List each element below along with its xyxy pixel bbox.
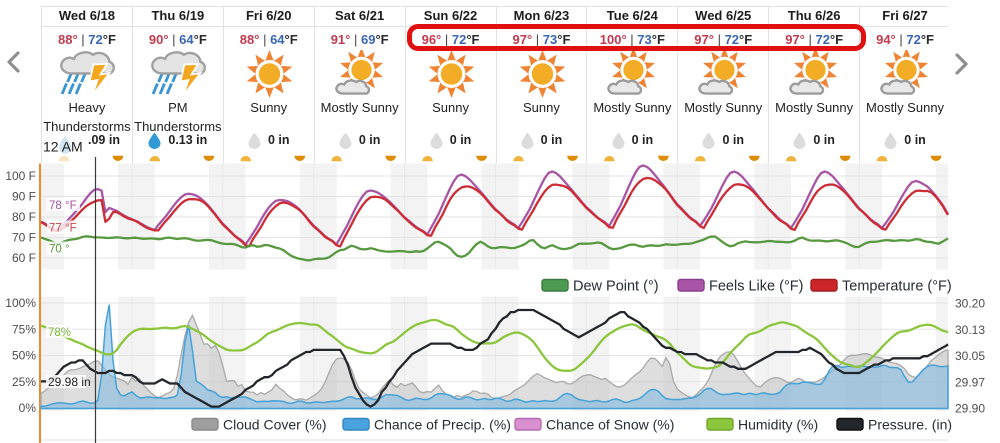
svg-text:77 °F: 77 °F xyxy=(49,223,77,235)
svg-text:Feels Like (°F): Feels Like (°F) xyxy=(709,279,803,295)
svg-text:80 F: 80 F xyxy=(12,210,36,224)
svg-text:Cloud Cover (%): Cloud Cover (%) xyxy=(223,417,326,433)
svg-text:30.05: 30.05 xyxy=(955,349,985,363)
svg-text:Temperature (°F): Temperature (°F) xyxy=(842,279,952,295)
svg-text:25%: 25% xyxy=(12,375,36,389)
svg-text:Chance of Precip. (%): Chance of Precip. (%) xyxy=(374,417,511,433)
svg-text:30.13: 30.13 xyxy=(955,323,985,337)
svg-text:60 F: 60 F xyxy=(12,251,36,265)
svg-text:29.97: 29.97 xyxy=(955,375,985,389)
svg-text:30.20: 30.20 xyxy=(955,297,985,311)
svg-text:12 AM: 12 AM xyxy=(43,139,83,155)
svg-text:29.98 in: 29.98 in xyxy=(48,375,91,389)
svg-text:Dew Point (°): Dew Point (°) xyxy=(573,279,659,295)
svg-text:70 F: 70 F xyxy=(12,231,36,245)
svg-text:70 °: 70 ° xyxy=(49,244,70,256)
svg-text:Chance of Snow (%): Chance of Snow (%) xyxy=(546,417,674,433)
svg-text:50%: 50% xyxy=(12,349,36,363)
svg-text:78 °F: 78 °F xyxy=(49,200,77,212)
svg-text:100%: 100% xyxy=(5,296,36,310)
svg-text:100 F: 100 F xyxy=(5,169,36,183)
svg-text:0%: 0% xyxy=(19,401,37,415)
svg-text:29.90: 29.90 xyxy=(955,402,985,416)
svg-text:75%: 75% xyxy=(12,322,36,336)
svg-text:90 F: 90 F xyxy=(12,190,36,204)
svg-text:Pressure. (in): Pressure. (in) xyxy=(868,417,952,433)
svg-text:78%: 78% xyxy=(48,327,71,339)
svg-text:Humidity (%): Humidity (%) xyxy=(738,417,818,433)
